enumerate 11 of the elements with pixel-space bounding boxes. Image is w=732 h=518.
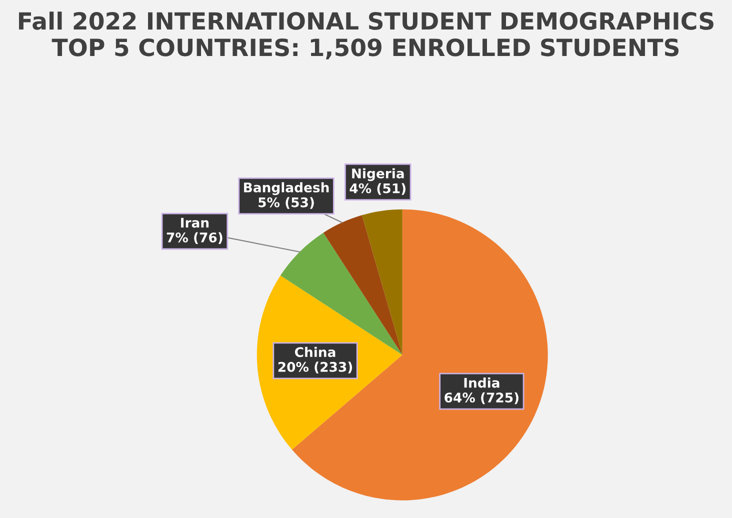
- data-label: 5% (53): [258, 197, 314, 209]
- slice-label: Bangladesh: [244, 182, 329, 196]
- data-label: 4% (51): [350, 183, 406, 195]
- slice-label: Nigeria: [352, 168, 404, 182]
- chart-title: Fall 2022 INTERNATIONAL STUDENT DEMOGRAPHICS TOP 5 COUNTRIES: 1,509 ENROLLED STUDENTS: [19, 12, 714, 60]
- data-label: 7% (76): [166, 232, 222, 244]
- slice-label: China: [294, 346, 336, 358]
- slice-label: Iran: [181, 218, 209, 228]
- slice-label: India: [464, 378, 500, 388]
- data-label: 64% (725): [444, 392, 518, 404]
- data-label: 20% (233): [278, 362, 352, 374]
